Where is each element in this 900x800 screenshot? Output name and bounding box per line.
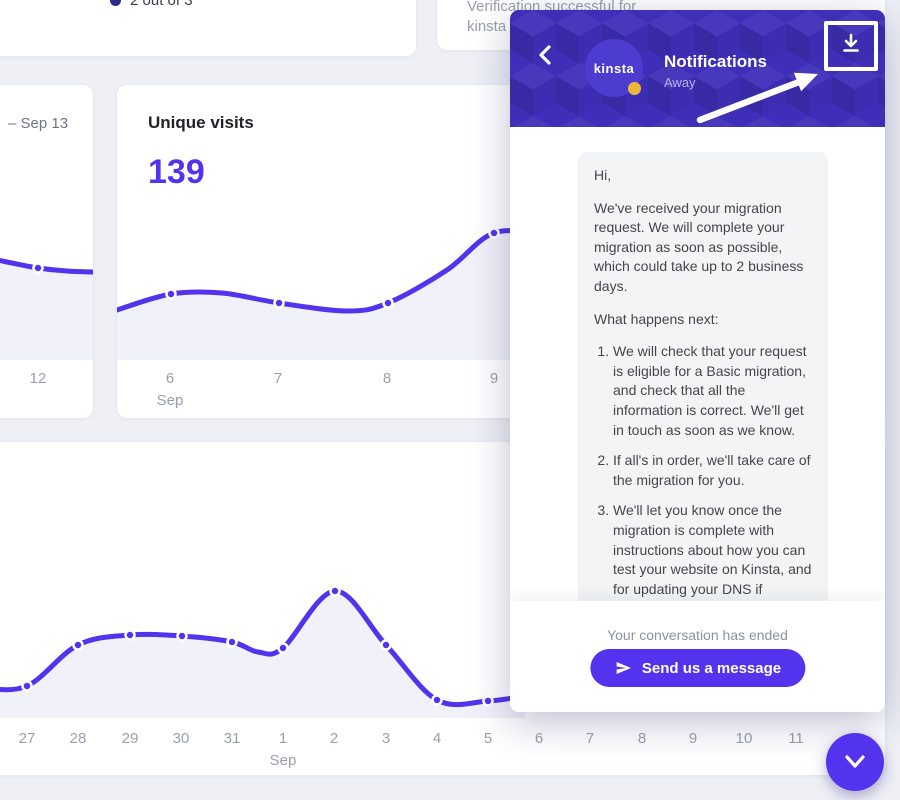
daily-visits-axis: 27 28 29 30 31 1 Sep 2 3 4 5 6 7 8 9 10 11 xyxy=(0,718,885,775)
away-status-dot-icon xyxy=(628,82,641,95)
chat-message-bubble: Hi, We've received your migration reques… xyxy=(578,152,828,601)
download-transcript-button[interactable] xyxy=(824,21,878,71)
daily-visits-chart xyxy=(0,540,885,718)
data-point-dot xyxy=(273,297,285,309)
data-point-dot xyxy=(165,288,177,300)
axis-tick: 2 xyxy=(329,730,339,747)
message-step: We will check that your request is eligi… xyxy=(613,342,812,440)
axis-tick: 12 xyxy=(29,370,47,387)
checklist-item: 2 out of 3 xyxy=(110,0,193,9)
axis-tick: 27 xyxy=(18,730,36,747)
chevron-left-icon[interactable] xyxy=(532,40,558,70)
chat-title: Notifications xyxy=(664,52,767,71)
axis-tick: 8 xyxy=(637,730,647,747)
prev-period-chart xyxy=(0,215,93,360)
data-point-dot xyxy=(488,227,500,239)
data-point-dot xyxy=(277,642,289,654)
send-message-label: Send us a message xyxy=(641,659,782,677)
prev-period-mini-line xyxy=(0,257,93,360)
axis-tick: 4 xyxy=(432,730,442,747)
unique-visits-total: 139 xyxy=(148,153,205,191)
axis-tick: 9 xyxy=(688,730,698,747)
checklist-progress-label: 2 out of 3 xyxy=(130,0,193,9)
unique-visits-title: Unique visits xyxy=(148,113,254,132)
verification-text-line2: kinsta xyxy=(467,18,507,35)
kinsta-logo-text: kinsta xyxy=(593,60,635,76)
send-icon xyxy=(614,659,632,677)
axis-tick: 3 xyxy=(381,730,391,747)
data-point-dot xyxy=(176,630,188,642)
data-point-dot xyxy=(431,694,443,706)
data-point-dot xyxy=(226,636,238,648)
bullet-dot-icon xyxy=(110,0,121,6)
axis-tick: 5 xyxy=(483,730,493,747)
message-step: If all's in order, we'll take care of th… xyxy=(613,451,812,490)
conversation-ended-text: Your conversation has ended xyxy=(607,627,788,643)
collapse-widget-button[interactable] xyxy=(826,733,884,791)
axis-tick: 31 xyxy=(223,730,241,747)
axis-tick: 7 xyxy=(273,370,283,387)
axis-tick: 28 xyxy=(69,730,87,747)
chat-status: Away xyxy=(664,75,696,90)
message-next-label: What happens next: xyxy=(594,310,719,327)
prev-period-axis: 12 xyxy=(0,360,93,418)
axis-tick: 29 xyxy=(121,730,139,747)
download-icon xyxy=(839,32,863,61)
axis-tick: 6 Sep xyxy=(156,370,184,409)
data-point-dot xyxy=(382,297,394,309)
axis-tick: 6 xyxy=(534,730,544,747)
chevron-down-icon xyxy=(842,753,868,771)
data-point-dot xyxy=(380,639,392,651)
axis-tick: 8 xyxy=(382,370,392,387)
data-point-dot xyxy=(32,262,44,274)
message-step: We'll let you know once the migration is… xyxy=(613,501,812,601)
unique-visits-axis: 6 Sep 7 8 9 xyxy=(117,360,885,418)
message-steps-list: We will check that your request is eligi… xyxy=(594,342,812,601)
axis-tick: 11 xyxy=(788,730,804,747)
axis-tick: 9 xyxy=(489,370,499,387)
axis-tick: 1 Sep xyxy=(269,730,297,769)
prev-period-card: – Sep 13 12 xyxy=(0,85,93,418)
checklist-card: 2 out of 3 xyxy=(0,0,416,56)
data-point-dot xyxy=(329,585,341,597)
message-greeting: Hi, xyxy=(594,167,612,183)
chat-header: kinsta Notifications Away xyxy=(510,10,885,127)
chat-footer: Your conversation has ended Send us a me… xyxy=(510,601,885,712)
axis-tick: 7 xyxy=(585,730,595,747)
chat-body[interactable]: Hi, We've received your migration reques… xyxy=(510,127,885,601)
date-range-label: – Sep 13 xyxy=(8,115,69,132)
message-body: We've received your migration request. W… xyxy=(594,199,804,294)
chat-widget: kinsta Notifications Away Hi, We've rece… xyxy=(510,10,885,712)
data-point-dot xyxy=(72,639,84,651)
data-point-dot xyxy=(21,680,33,692)
axis-tick: 30 xyxy=(172,730,190,747)
visits-daily-line xyxy=(0,585,528,718)
axis-tick: 10 xyxy=(735,730,753,747)
data-point-dot xyxy=(482,695,494,707)
send-message-button[interactable]: Send us a message xyxy=(589,649,806,687)
data-point-dot xyxy=(124,629,136,641)
